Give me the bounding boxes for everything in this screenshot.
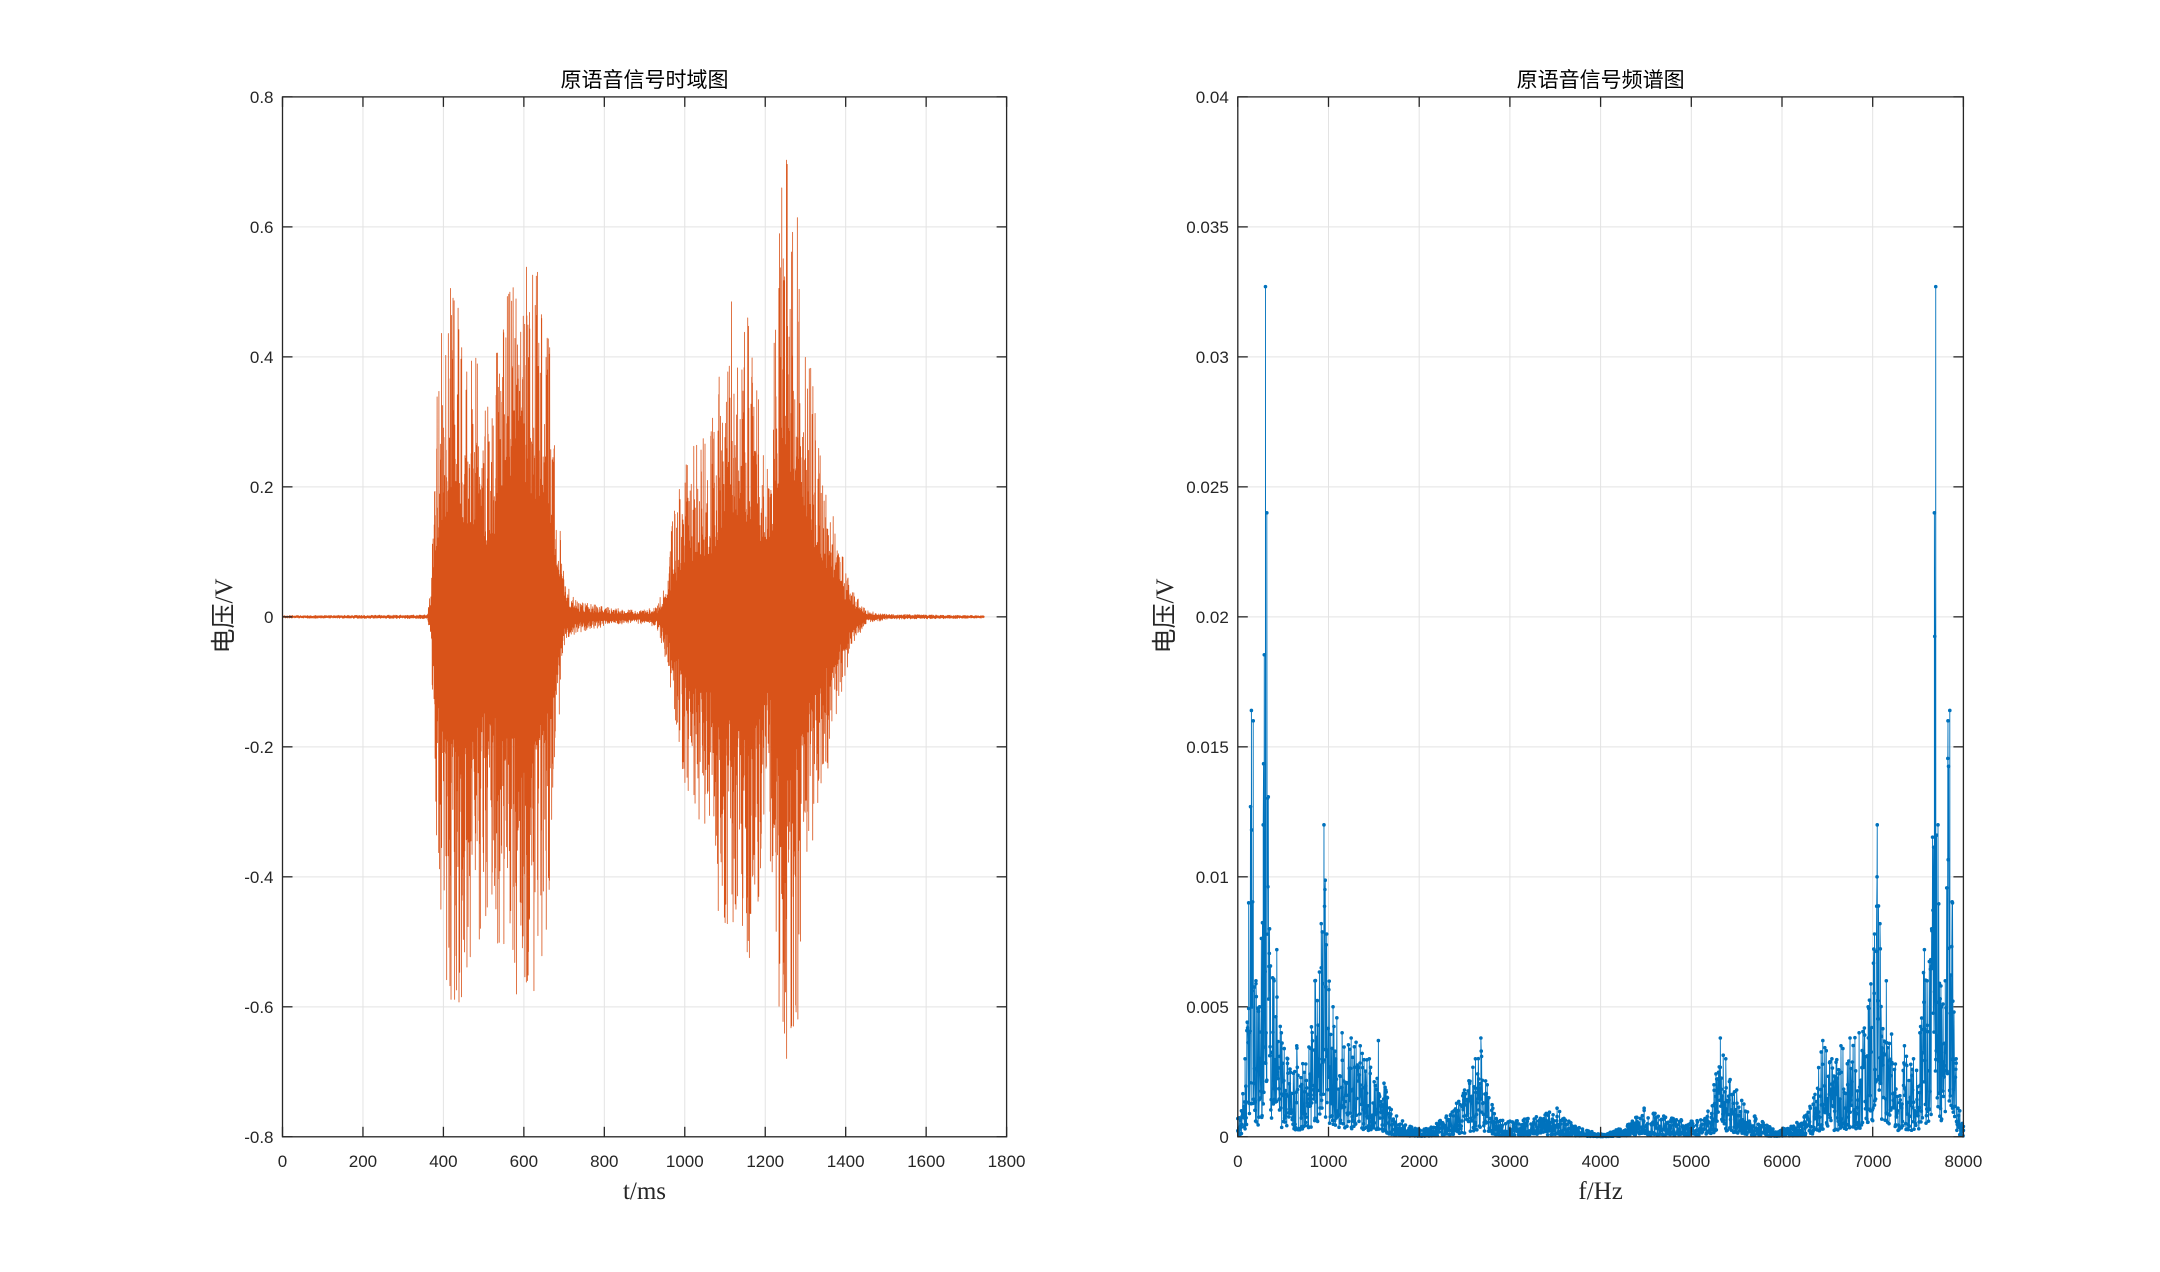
x-tick-label: 1400 [827, 1152, 865, 1171]
y-tick-label: 0.4 [250, 348, 274, 367]
x-tick-label: 8000 [1944, 1152, 1982, 1171]
y-tick-label: 0.6 [250, 218, 274, 237]
y-tick-label: 0.025 [1186, 478, 1229, 497]
x-tick-label: 1800 [988, 1152, 1026, 1171]
y-tick-label: 0.04 [1196, 88, 1229, 107]
waveform-line [282, 159, 985, 1059]
x-tick-label: 400 [429, 1152, 457, 1171]
y-tick-label: 0.01 [1196, 868, 1229, 887]
time-domain-title: 原语音信号时域图 [560, 68, 729, 92]
x-tick-label: 0 [1233, 1152, 1242, 1171]
y-tick-label: -0.2 [244, 738, 273, 757]
y-tick-label: -0.4 [244, 868, 273, 887]
axes-time-domain: 0 200 400 600 800 1000 1200 1400 1600 1800 -0.8 -0.… [244, 88, 1025, 1171]
x-tick-label: 4000 [1582, 1152, 1620, 1171]
y-tick-label: 0.015 [1186, 738, 1229, 757]
time-domain-y-axis-label: 电压/V [211, 578, 238, 654]
spectrum-title: 原语音信号频谱图 [1516, 68, 1685, 92]
x-tick-label: 600 [510, 1152, 538, 1171]
spectrum-x-axis-label: f/Hz [1578, 1178, 1623, 1205]
y-tick-label: -0.8 [244, 1128, 273, 1147]
y-tick-label: 0.035 [1186, 218, 1229, 237]
y-tick-label: 0.02 [1196, 608, 1229, 627]
x-tick-label: 1200 [746, 1152, 784, 1171]
x-tick-label: 7000 [1854, 1152, 1892, 1171]
y-tick-label: 0 [1219, 1128, 1228, 1147]
x-tick-label: 6000 [1763, 1152, 1801, 1171]
y-tick-label: 0.2 [250, 478, 274, 497]
x-tick-label: 800 [590, 1152, 618, 1171]
axes-spectrum: 0 1000 2000 3000 4000 5000 6000 7000 8000 0 0.005 0… [1186, 88, 1982, 1171]
x-tick-label: 1000 [1310, 1152, 1348, 1171]
x-tick-label: 2000 [1400, 1152, 1438, 1171]
x-tick-label: 0 [278, 1152, 287, 1171]
x-tick-label: 200 [349, 1152, 377, 1171]
plot-area-time-domain [282, 159, 985, 1059]
y-tick-label: -0.6 [244, 998, 273, 1017]
time-domain-x-axis-label: t/ms [622, 1178, 667, 1205]
y-tick-label: 0 [264, 608, 273, 627]
x-tick-label: 5000 [1672, 1152, 1710, 1171]
y-tick-label: 0.03 [1196, 348, 1229, 367]
y-tick-label: 0.8 [250, 88, 274, 107]
x-tick-label: 3000 [1491, 1152, 1529, 1171]
y-tick-label: 0.005 [1186, 998, 1229, 1017]
x-tick-label: 1600 [907, 1152, 945, 1171]
spectrum-y-axis-label: 电压/V [1152, 578, 1179, 654]
x-tick-label: 1000 [666, 1152, 704, 1171]
